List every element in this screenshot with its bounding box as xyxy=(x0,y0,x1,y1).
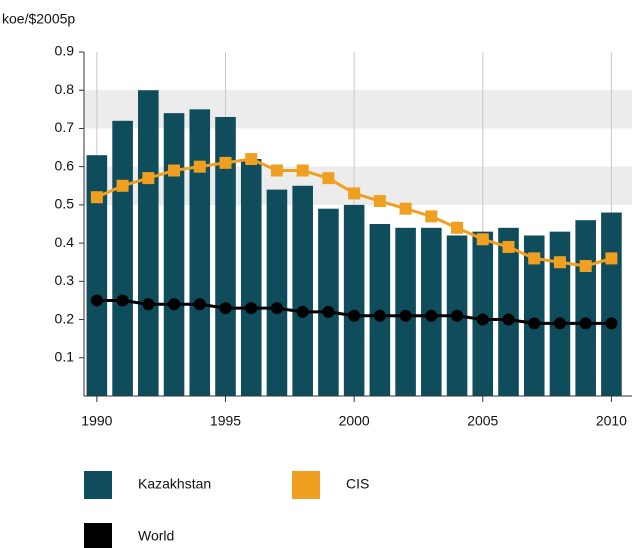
bar xyxy=(498,227,519,396)
marker xyxy=(579,317,592,330)
legend-label: Kazakhstan xyxy=(138,476,211,492)
marker xyxy=(373,309,386,322)
x-tick-label: 1990 xyxy=(81,413,112,429)
bar xyxy=(318,208,339,396)
legend-swatch xyxy=(84,471,112,499)
marker xyxy=(399,202,412,215)
marker xyxy=(90,294,103,307)
bar xyxy=(215,116,236,396)
x-tick-label: 1995 xyxy=(210,413,241,429)
bar xyxy=(601,212,622,396)
marker xyxy=(296,305,309,318)
marker xyxy=(553,256,566,269)
bar xyxy=(523,235,545,396)
bar xyxy=(240,159,262,396)
x-tick-label: 2005 xyxy=(467,413,498,429)
y-tick-label: 0.6 xyxy=(55,157,75,173)
marker xyxy=(168,298,181,311)
marker xyxy=(373,195,386,208)
y-tick-label: 0.5 xyxy=(55,196,75,212)
marker xyxy=(399,309,412,322)
marker xyxy=(90,191,103,204)
bar xyxy=(292,185,313,396)
marker xyxy=(245,153,258,166)
marker xyxy=(425,210,438,223)
marker xyxy=(605,252,618,265)
marker xyxy=(270,164,283,177)
bar xyxy=(138,90,159,396)
bar xyxy=(343,204,365,396)
marker xyxy=(193,160,206,173)
bar xyxy=(86,155,108,396)
marker xyxy=(270,302,283,315)
marker xyxy=(451,221,464,234)
marker xyxy=(528,317,541,330)
legend-label: CIS xyxy=(346,476,369,492)
legend-label: World xyxy=(138,528,174,544)
legend-swatch xyxy=(84,523,112,548)
marker xyxy=(245,302,258,315)
y-tick-label: 0.9 xyxy=(55,43,75,59)
marker xyxy=(116,294,129,307)
marker xyxy=(348,309,361,322)
marker xyxy=(116,179,129,192)
marker xyxy=(502,313,515,326)
marker xyxy=(528,252,541,265)
x-tick-label: 2000 xyxy=(339,413,370,429)
marker xyxy=(296,164,309,177)
bar xyxy=(266,189,288,396)
marker xyxy=(476,233,489,246)
y-tick-label: 0.3 xyxy=(55,272,75,288)
marker xyxy=(219,302,232,315)
legend-swatch xyxy=(292,471,320,499)
marker xyxy=(193,298,206,311)
x-tick-label: 2010 xyxy=(596,413,627,429)
y-tick-label: 0.8 xyxy=(55,81,75,97)
marker xyxy=(348,187,361,200)
marker xyxy=(553,317,566,330)
marker xyxy=(142,298,155,311)
marker xyxy=(219,156,232,169)
y-tick-label: 0.1 xyxy=(55,348,75,364)
y-tick-label: 0.4 xyxy=(55,234,75,250)
bar xyxy=(575,220,596,396)
marker xyxy=(425,309,438,322)
marker xyxy=(168,164,181,177)
bar xyxy=(112,120,133,397)
y-tick-label: 0.7 xyxy=(55,119,75,135)
y-tick-label: 0.2 xyxy=(55,310,75,326)
bar xyxy=(163,113,185,397)
marker xyxy=(502,240,515,253)
marker xyxy=(322,305,335,318)
marker xyxy=(451,309,464,322)
bar xyxy=(549,231,571,396)
y-axis-label: koe/$2005p xyxy=(2,11,75,27)
marker xyxy=(142,172,155,185)
marker xyxy=(605,317,618,330)
marker xyxy=(476,313,489,326)
bar xyxy=(189,109,211,396)
marker xyxy=(322,172,335,185)
marker xyxy=(579,260,592,273)
